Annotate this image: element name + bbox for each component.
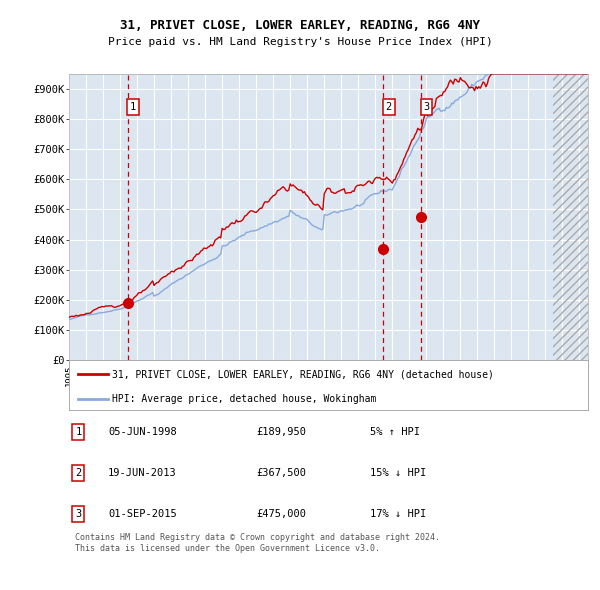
Text: 5% ↑ HPI: 5% ↑ HPI bbox=[370, 427, 420, 437]
Text: 31, PRIVET CLOSE, LOWER EARLEY, READING, RG6 4NY: 31, PRIVET CLOSE, LOWER EARLEY, READING,… bbox=[120, 19, 480, 32]
Text: 19-JUN-2013: 19-JUN-2013 bbox=[108, 468, 176, 478]
Text: £475,000: £475,000 bbox=[256, 509, 306, 519]
Text: 17% ↓ HPI: 17% ↓ HPI bbox=[370, 509, 426, 519]
Text: Price paid vs. HM Land Registry's House Price Index (HPI): Price paid vs. HM Land Registry's House … bbox=[107, 37, 493, 47]
Text: Contains HM Land Registry data © Crown copyright and database right 2024.
This d: Contains HM Land Registry data © Crown c… bbox=[75, 533, 440, 553]
Text: 01-SEP-2015: 01-SEP-2015 bbox=[108, 509, 176, 519]
Bar bbox=[553, 74, 595, 360]
Text: 1: 1 bbox=[130, 102, 136, 112]
Text: 31, PRIVET CLOSE, LOWER EARLEY, READING, RG6 4NY (detached house): 31, PRIVET CLOSE, LOWER EARLEY, READING,… bbox=[112, 369, 493, 379]
Text: 1: 1 bbox=[75, 427, 82, 437]
Text: 3: 3 bbox=[423, 102, 430, 112]
Text: 15% ↓ HPI: 15% ↓ HPI bbox=[370, 468, 426, 478]
Text: 3: 3 bbox=[75, 509, 82, 519]
Text: £367,500: £367,500 bbox=[256, 468, 306, 478]
Text: 05-JUN-1998: 05-JUN-1998 bbox=[108, 427, 176, 437]
Text: 2: 2 bbox=[386, 102, 392, 112]
Text: HPI: Average price, detached house, Wokingham: HPI: Average price, detached house, Woki… bbox=[112, 394, 376, 404]
Text: £189,950: £189,950 bbox=[256, 427, 306, 437]
Text: 2: 2 bbox=[75, 468, 82, 478]
